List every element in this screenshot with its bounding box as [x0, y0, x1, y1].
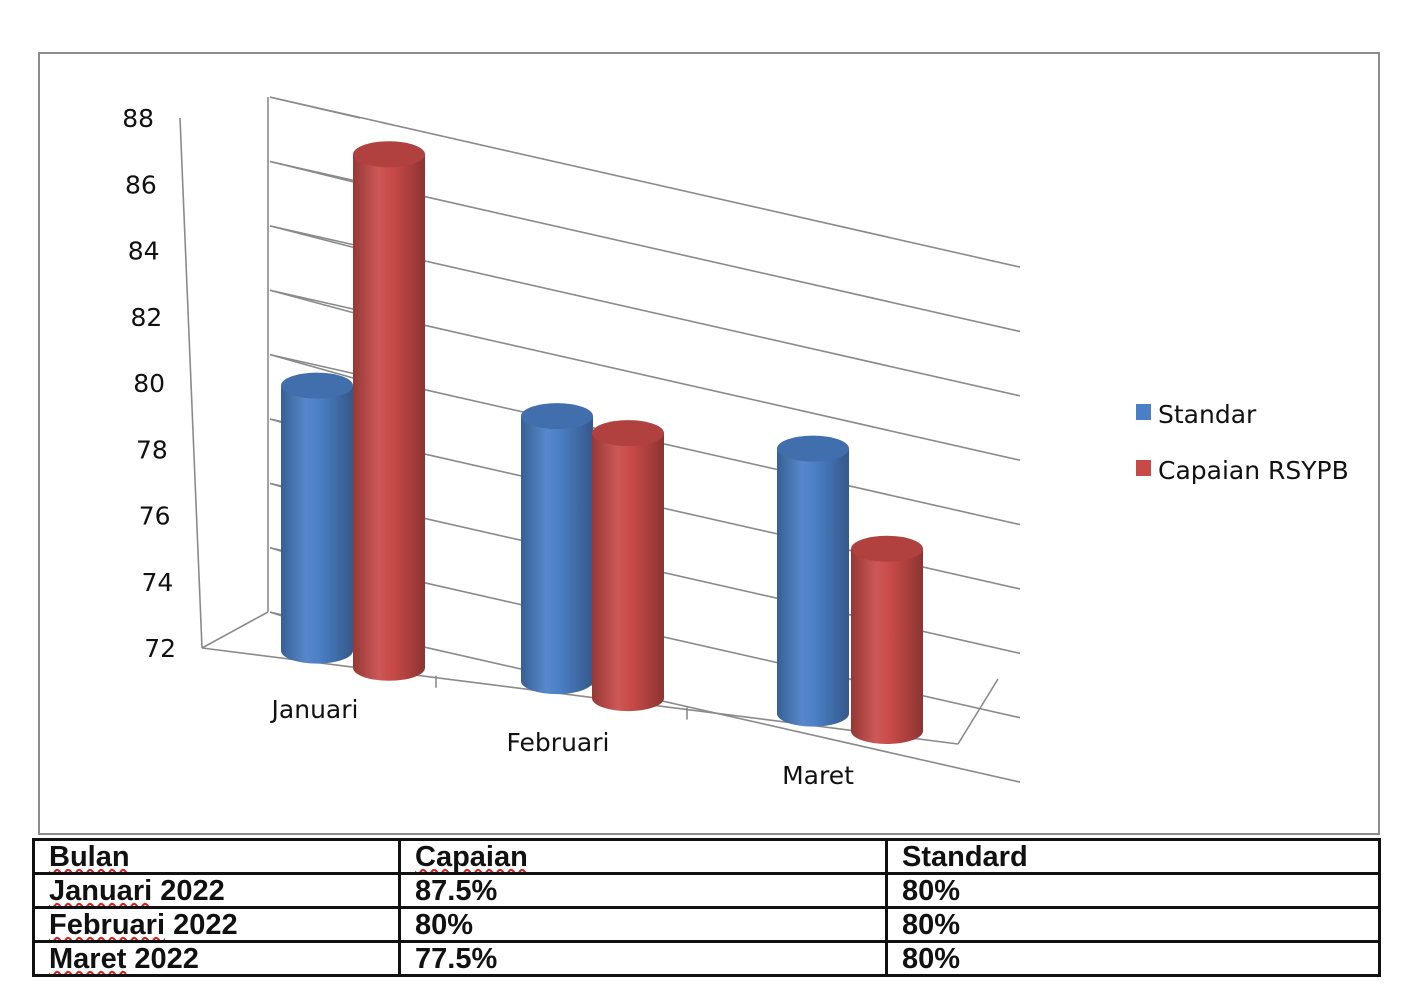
legend-swatch [1136, 404, 1151, 420]
table-cell: Januari 2022 [32, 872, 401, 909]
bar-body [777, 448, 849, 727]
misspelled-word: Bulan [49, 840, 130, 873]
misspelled-word: Capaian [415, 840, 528, 873]
y-axis-line [179, 117, 203, 649]
legend-label: Capaian RSYPB [1158, 456, 1349, 485]
misspelled-word: Februari [49, 908, 166, 941]
gridline-side [269, 289, 369, 318]
table-cell: 87.5% [398, 872, 888, 909]
bar-top [281, 372, 353, 399]
y-tick-label: 80 [133, 369, 165, 398]
table-cell: 80% [885, 940, 1381, 977]
x-axis-line [201, 647, 959, 745]
table-cell: Capaian [398, 838, 888, 875]
bar-top [592, 420, 664, 447]
bar-body [521, 416, 593, 695]
table-cell: Februari 2022 [32, 906, 401, 943]
bar-body [592, 433, 664, 712]
bar-capaian-rsypb [592, 420, 664, 712]
table-row: Februari 2022 80% 80% [32, 906, 1381, 943]
gridline-side [269, 160, 363, 186]
legend-label: Standar [1158, 400, 1257, 429]
table-cell: Standard [885, 838, 1381, 875]
y-tick-label: 74 [141, 568, 173, 597]
bar-body [281, 385, 353, 664]
bar-capaian-rsypb [353, 141, 425, 681]
y-tick-label: 72 [144, 634, 176, 663]
table-cell: Bulan [32, 838, 401, 875]
table-cell: 77.5% [398, 940, 888, 977]
table-header-row: Bulan Capaian Standard [32, 838, 1381, 875]
gridline-back [269, 96, 1021, 268]
bar-top [521, 403, 593, 430]
gridline-side [269, 225, 366, 252]
data-table: Bulan Capaian Standard Januari 2022 87.5… [32, 838, 1381, 977]
bar-body [353, 154, 425, 681]
y-tick-label: 82 [130, 303, 162, 332]
floor-edge [957, 678, 999, 745]
y-tick-label: 76 [139, 502, 171, 531]
bar-top [353, 141, 425, 168]
table-row: Januari 2022 87.5% 80% [32, 872, 1381, 909]
bar-standar [777, 435, 849, 727]
misspelled-word: Maret [49, 942, 127, 975]
chart-frame [38, 52, 1380, 835]
bar-standar [521, 403, 593, 695]
table-cell: Maret 2022 [32, 940, 401, 977]
chart: 72 74 76 78 80 82 84 86 88 Januari Februari Maret St… [122, 96, 1349, 790]
table-cell: 80% [398, 906, 888, 943]
bar-body [851, 548, 923, 744]
bar-top [777, 435, 849, 462]
bar-top [851, 535, 923, 562]
bar-standar [281, 372, 353, 664]
table-row: Maret 2022 77.5% 80% [32, 940, 1381, 977]
x-tick-label: Januari [270, 695, 359, 724]
y-tick-label: 78 [136, 435, 168, 464]
misspelled-word: Januari [49, 874, 153, 907]
x-tick-label: Februari [507, 728, 610, 757]
gridline-side [269, 96, 361, 119]
floor-edge [201, 611, 269, 649]
bar-capaian-rsypb [851, 535, 923, 744]
table-cell: 80% [885, 872, 1381, 909]
y-tick-label: 86 [125, 170, 157, 199]
y-tick-label: 88 [122, 104, 154, 133]
legend-swatch [1136, 460, 1151, 476]
x-tick-label: Maret [782, 761, 854, 790]
table-cell: 80% [885, 906, 1381, 943]
y-tick-label: 84 [128, 237, 160, 266]
